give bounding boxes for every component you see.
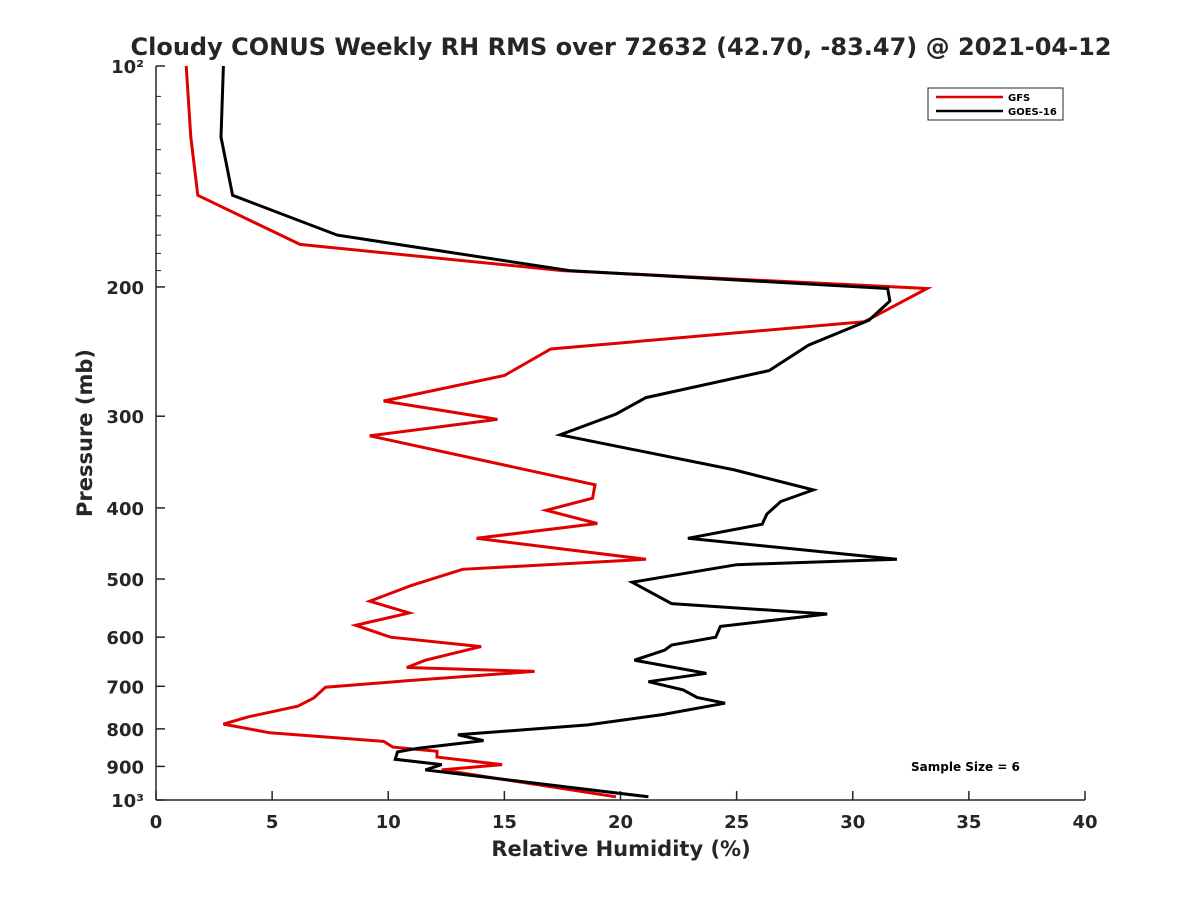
y-tick-label: 10² [111,57,144,78]
x-tick-label: 25 [724,812,749,833]
x-tick-label: 10 [376,812,401,833]
x-axis-ticks: 0 5 10 15 20 25 30 35 40 [150,791,1098,833]
y-tick-label: 500 [106,570,144,591]
chart-title: Cloudy CONUS Weekly RH RMS over 72632 (4… [131,33,1112,61]
series-line-gfs [184,65,933,799]
y-tick-label: 900 [106,757,144,778]
series-line-goes16 [219,65,898,799]
y-tick-label: 200 [106,278,144,299]
series-lines [184,65,933,799]
y-axis-ticks: 10² 200 300 400 500 600 700 800 900 10³ [106,57,165,812]
x-tick-label: 5 [266,812,279,833]
sample-size-annotation: Sample Size = 6 [911,760,1020,774]
legend: GFS GOES-16 [927,87,1064,121]
y-tick-label: 800 [106,720,144,741]
x-tick-label: 0 [150,812,163,833]
legend-box [927,87,1064,121]
y-axis-label: Pressure (mb) [73,349,97,517]
x-tick-label: 30 [840,812,865,833]
x-tick-label: 15 [492,812,517,833]
x-tick-label: 40 [1072,812,1097,833]
x-tick-label: 35 [956,812,981,833]
plot-area: 0 5 10 15 20 25 30 35 40 10² 200 300 400 500 600 700 80… [106,57,1097,833]
x-axis-label: Relative Humidity (%) [491,837,750,861]
y-tick-label: 700 [106,677,144,698]
legend-label-gfs: GFS [1008,93,1030,104]
y-tick-label: 10³ [111,791,144,812]
y-tick-label: 300 [106,407,144,428]
y-tick-label: 600 [106,628,144,649]
legend-label-goes16: GOES-16 [1008,107,1057,118]
y-tick-label: 400 [106,499,144,520]
x-tick-label: 20 [608,812,633,833]
